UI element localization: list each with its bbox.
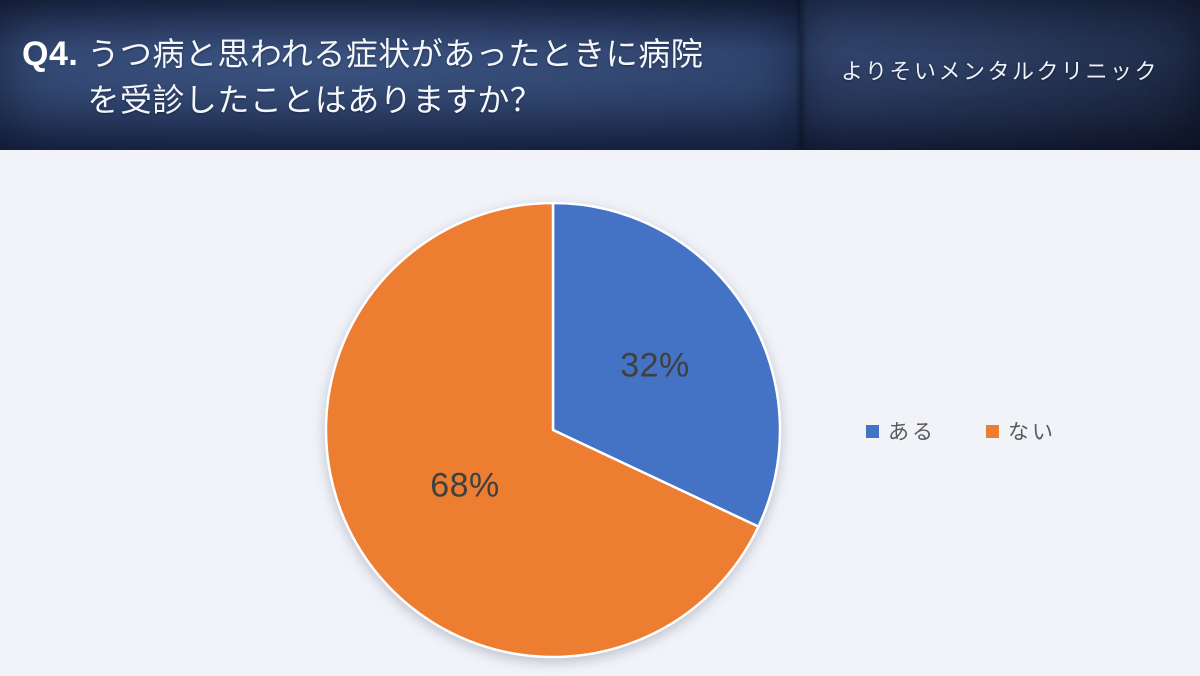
question-line-1: うつ病と思われる症状があったときに病院 — [87, 36, 704, 72]
legend: ある ない — [866, 416, 1056, 446]
legend-label: ない — [1008, 421, 1056, 444]
legend-swatch-icon — [866, 424, 879, 438]
legend-swatch-icon — [986, 424, 999, 438]
brand-panel: よりそいメンタルクリニック — [800, 0, 1200, 150]
pie-slice-label-1: 68% — [430, 466, 500, 505]
header-divider — [795, 0, 807, 150]
question-panel: Q4. うつ病と思われる症状があったときに病院 を受診したことはありますか？ — [0, 0, 800, 150]
slide-header: Q4. うつ病と思われる症状があったときに病院 を受診したことはありますか？ よ… — [0, 0, 1200, 150]
question-line-2: を受診したことはありますか？ — [87, 82, 543, 118]
chart-area: ある ない 32% 68% — [0, 150, 1200, 676]
pie-slice-0 — [551, 201, 782, 528]
legend-item-0: ある — [866, 416, 936, 446]
question-number: Q4. — [22, 35, 79, 73]
brand-name: よりそいメンタルクリニック — [840, 59, 1160, 84]
pie-slice-label-0: 32% — [620, 346, 690, 385]
question-text: うつ病と思われる症状があったときに病院 を受診したことはありますか？ — [87, 31, 703, 123]
pie-slice-1 — [324, 201, 760, 659]
legend-label: ある — [888, 421, 936, 444]
legend-item-1: ない — [986, 416, 1056, 446]
pie-chart-svg — [324, 201, 782, 659]
